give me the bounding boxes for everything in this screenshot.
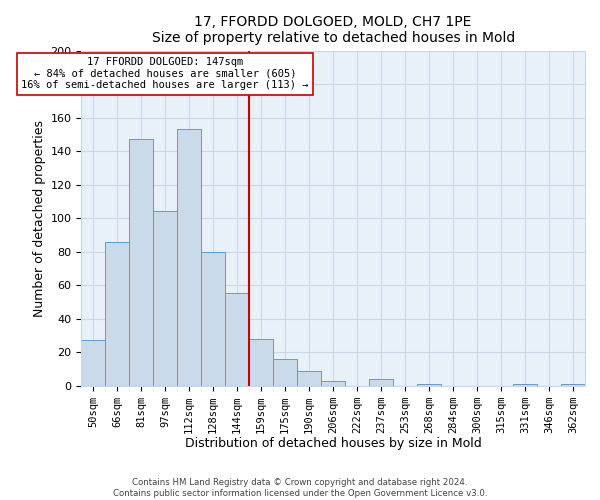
Bar [297,370,321,386]
Bar [105,242,129,386]
Bar [201,252,225,386]
Title: 17, FFORDD DOLGOED, MOLD, CH7 1PE
Size of property relative to detached houses i: 17, FFORDD DOLGOED, MOLD, CH7 1PE Size o… [151,15,515,45]
Bar [321,380,345,386]
Bar [417,384,441,386]
Y-axis label: Number of detached properties: Number of detached properties [33,120,46,316]
Bar [129,140,153,386]
Bar [81,340,105,386]
Bar [177,130,201,386]
Bar [153,212,177,386]
Bar [225,294,249,386]
Bar [513,384,537,386]
Text: 17 FFORDD DOLGOED: 147sqm
← 84% of detached houses are smaller (605)
16% of semi: 17 FFORDD DOLGOED: 147sqm ← 84% of detac… [22,57,309,90]
Bar [561,384,585,386]
Bar [369,379,393,386]
X-axis label: Distribution of detached houses by size in Mold: Distribution of detached houses by size … [185,437,482,450]
Bar [249,338,273,386]
Text: Contains HM Land Registry data © Crown copyright and database right 2024.
Contai: Contains HM Land Registry data © Crown c… [113,478,487,498]
Bar [273,359,297,386]
